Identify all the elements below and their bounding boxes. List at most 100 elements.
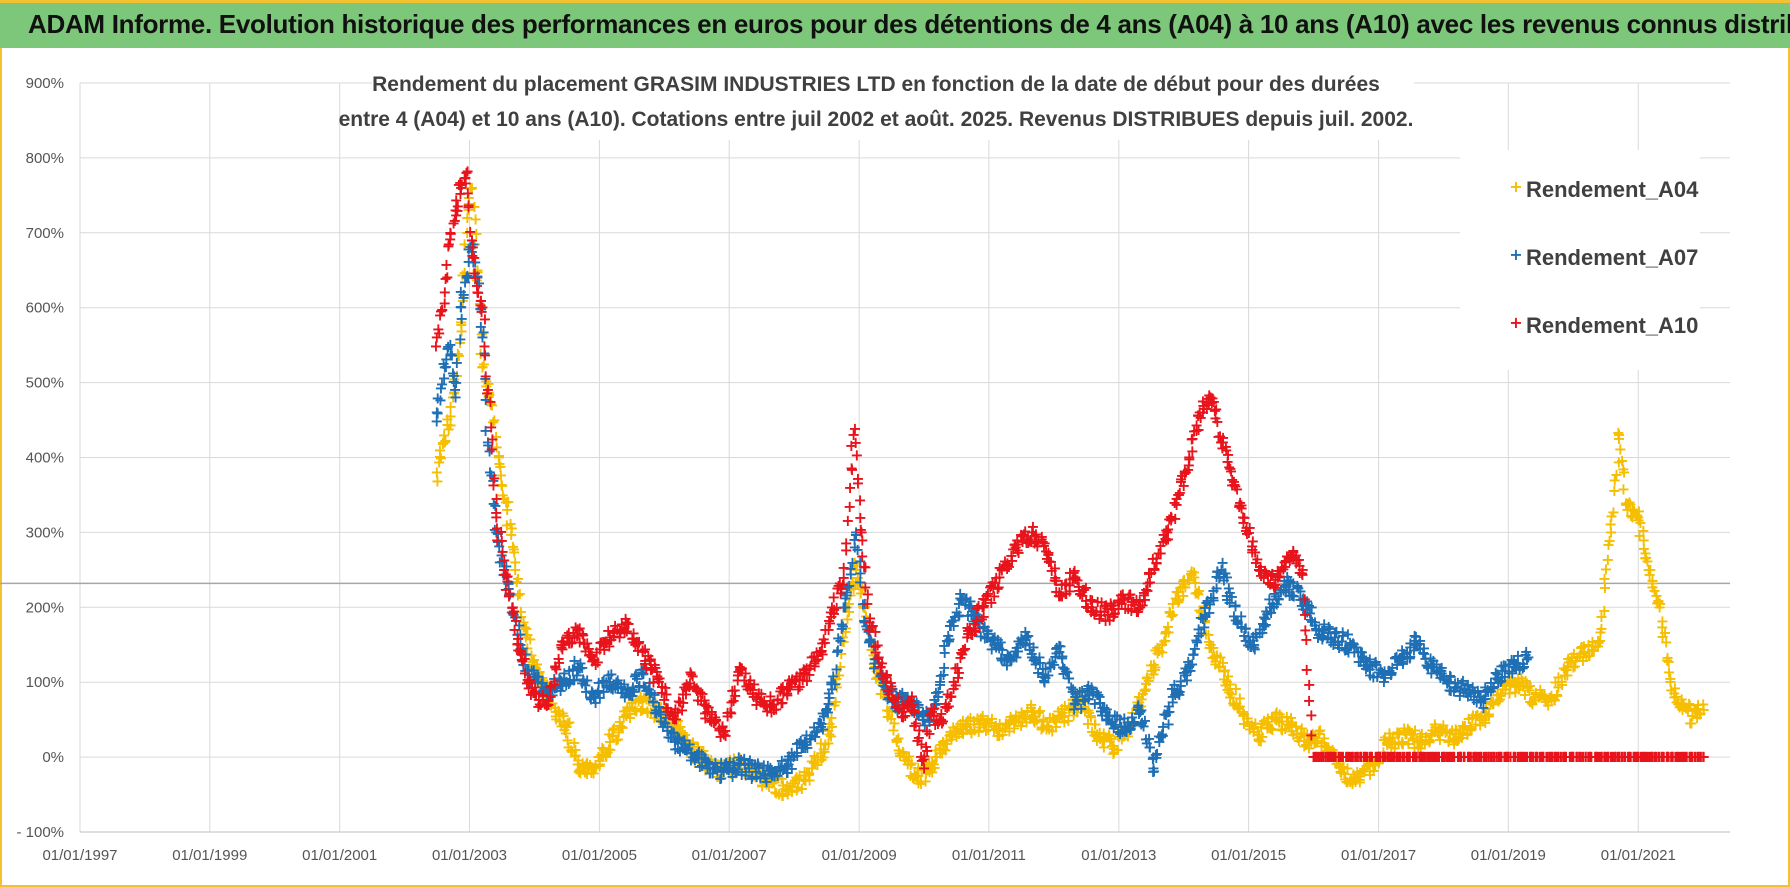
- data-point: +: [1090, 725, 1103, 744]
- data-point: +: [528, 657, 541, 676]
- data-point: +: [494, 457, 507, 476]
- data-point: +: [749, 766, 762, 785]
- data-point: +: [490, 438, 503, 457]
- data-point: +: [484, 395, 497, 414]
- data-point: +: [1664, 672, 1677, 691]
- data-point: +: [1317, 728, 1330, 747]
- data-point: +: [448, 370, 461, 389]
- chart-marks: +++++++++++++++++++++++++++ +++ + +++++++++…: [429, 161, 1710, 805]
- data-point: +: [1496, 680, 1509, 699]
- data-point: +: [495, 475, 508, 494]
- data-point: +: [495, 476, 508, 495]
- data-point: +: [701, 755, 714, 774]
- data-point: +: [465, 178, 478, 197]
- data-point: +: [1305, 726, 1318, 745]
- data-point: +: [798, 770, 811, 789]
- data-point: +: [430, 462, 443, 481]
- data-point: +: [858, 597, 871, 616]
- data-point: +: [500, 500, 513, 519]
- data-point: +: [1675, 695, 1688, 714]
- data-point: +: [593, 751, 606, 770]
- data-point: +: [890, 732, 903, 751]
- data-point: +: [504, 525, 517, 544]
- data-point: +: [499, 493, 512, 512]
- data-point: +: [511, 569, 524, 588]
- data-point: +: [961, 717, 974, 736]
- data-point: +: [923, 762, 936, 781]
- data-point: +: [1350, 770, 1363, 789]
- data-point: +: [496, 485, 509, 504]
- chart-title-line2: entre 4 (A04) et 10 ans (A10). Cotations…: [339, 108, 1414, 131]
- data-point: +: [1252, 725, 1265, 744]
- x-tick-label: 01/01/2013: [1081, 847, 1156, 864]
- data-point: +: [1431, 721, 1444, 740]
- data-point: +: [717, 762, 730, 781]
- data-point: +: [571, 755, 584, 774]
- x-tick-label: 01/01/2001: [302, 847, 377, 864]
- data-point: +: [484, 393, 497, 412]
- data-point: +: [1522, 647, 1535, 666]
- data-point: +: [549, 702, 562, 721]
- chart-title-line1: Rendement du placement GRASIM INDUSTRIES…: [372, 73, 1380, 96]
- x-tick-label: 01/01/2017: [1341, 847, 1416, 864]
- data-point: +: [620, 706, 633, 725]
- data-point: +: [1301, 732, 1314, 751]
- data-point: +: [1653, 594, 1666, 613]
- x-tick-label: 01/01/2007: [692, 847, 767, 864]
- data-point: +: [1561, 657, 1574, 676]
- data-point: +: [684, 740, 697, 759]
- data-point: +: [1464, 717, 1477, 736]
- data-point: +: [462, 198, 475, 217]
- data-point: +: [1009, 710, 1022, 729]
- data-point: +: [464, 179, 477, 198]
- data-point: +: [488, 410, 501, 429]
- x-tick-label: 01/01/2019: [1471, 847, 1546, 864]
- legend-marker: +: [1509, 177, 1522, 196]
- data-point: +: [652, 702, 665, 721]
- data-point: +: [538, 680, 551, 699]
- data-point: +: [502, 492, 515, 511]
- y-tick-label: 500%: [26, 375, 64, 392]
- data-point: +: [492, 448, 505, 467]
- data-point: +: [433, 447, 446, 466]
- data-point: +: [462, 200, 475, 219]
- data-point: +: [469, 210, 482, 229]
- data-point: +: [480, 376, 493, 395]
- data-point: +: [1155, 635, 1168, 654]
- data-point: +: [517, 612, 530, 631]
- data-point: +: [1295, 563, 1308, 582]
- data-point: +: [461, 161, 474, 180]
- data-point: +: [853, 491, 866, 510]
- data-point: +: [513, 584, 526, 603]
- data-point: +: [1188, 567, 1201, 586]
- data-point: +: [436, 433, 449, 452]
- legend-marker: +: [1509, 313, 1522, 332]
- data-point: +: [478, 309, 491, 328]
- data-point: +: [461, 208, 474, 227]
- y-tick-label: 800%: [26, 150, 64, 167]
- data-point: +: [1366, 755, 1379, 774]
- data-point: +: [782, 781, 795, 800]
- x-axis-ticks: 01/01/1997 01/01/1999 01/01/2001 01/01/2003…: [42, 847, 1675, 864]
- data-point: +: [1480, 706, 1493, 725]
- data-point: +: [489, 427, 502, 446]
- y-tick-label: 900%: [26, 75, 64, 92]
- x-tick-label: 01/01/1999: [172, 847, 247, 864]
- data-point: +: [506, 537, 519, 556]
- data-point: +: [636, 691, 649, 710]
- data-point: +: [1603, 531, 1616, 550]
- data-point: +: [582, 758, 595, 777]
- data-point: +: [1577, 642, 1590, 661]
- data-point: +: [1236, 702, 1249, 721]
- data-point: +: [1074, 691, 1087, 710]
- data-point: +: [444, 416, 457, 435]
- data-point: +: [450, 353, 463, 372]
- data-point: +: [563, 713, 576, 732]
- data-point: +: [837, 558, 850, 577]
- data-point: +: [733, 751, 746, 770]
- data-point: +: [471, 262, 484, 281]
- data-point: +: [603, 732, 616, 751]
- data-point: +: [1415, 732, 1428, 751]
- data-point: +: [766, 773, 779, 792]
- x-tick-label: 01/01/2011: [952, 847, 1026, 864]
